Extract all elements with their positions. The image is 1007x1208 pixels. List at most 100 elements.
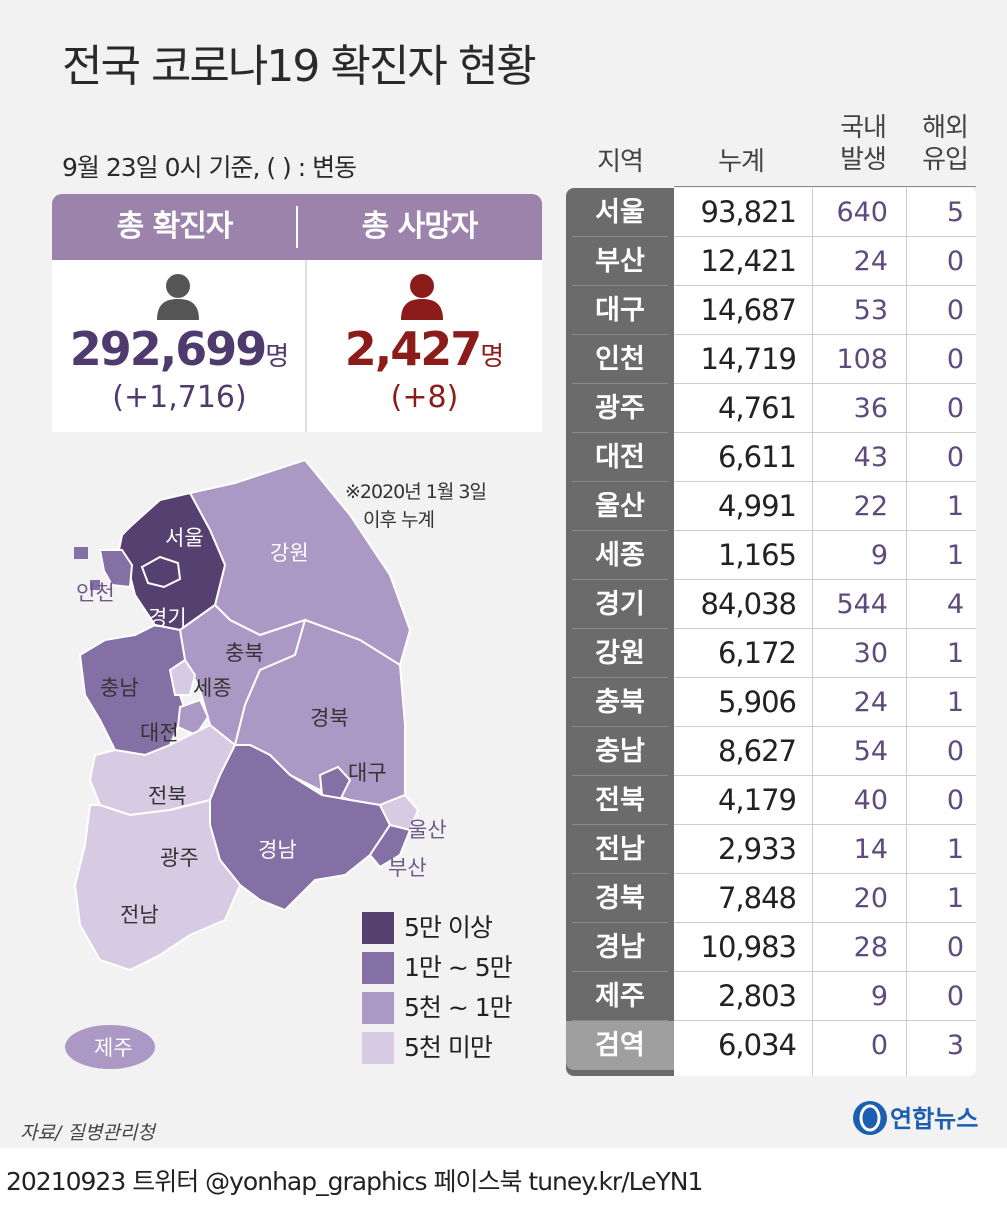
header-divider <box>296 206 298 248</box>
column-divider <box>906 188 907 1076</box>
table-row: 대구 14,687 53 0 <box>566 286 976 335</box>
page-title: 전국 코로나19 확진자 현황 <box>62 41 537 92</box>
region-cell: 전남 <box>595 834 645 865</box>
map-label-jeju: 제주 <box>94 1036 133 1060</box>
row-divider <box>674 677 976 678</box>
deaths-unit: 명 <box>480 342 505 372</box>
row-divider <box>674 285 976 286</box>
map-label-incheon: 인천 <box>76 581 115 605</box>
cumulative-cell: 8,627 <box>717 734 797 768</box>
domestic-cell: 544 <box>836 589 888 620</box>
domestic-cell: 22 <box>853 491 888 522</box>
map-label-ulsan: 울산 <box>408 818 447 842</box>
deaths-change: (+8) <box>390 380 459 415</box>
header-rule <box>674 186 976 187</box>
body-divider <box>305 260 307 432</box>
cumulative-cell: 2,803 <box>717 979 797 1013</box>
table-row: 충남 8,627 54 0 <box>566 727 976 776</box>
region-cell: 울산 <box>595 491 645 522</box>
overseas-cell: 0 <box>946 981 964 1012</box>
legend-label: 5천 ~ 1만 <box>404 993 513 1022</box>
cumulative-cell: 93,821 <box>700 195 797 229</box>
header-cumulative: 누계 <box>718 147 765 177</box>
overseas-cell: 0 <box>946 246 964 277</box>
overseas-cell: 1 <box>946 834 964 865</box>
table-row: 경북 7,848 20 1 <box>566 874 976 923</box>
overseas-cell: 0 <box>946 785 964 816</box>
header-region: 지역 <box>597 147 644 177</box>
overseas-cell: 1 <box>946 883 964 914</box>
domestic-cell: 24 <box>853 246 888 277</box>
cumulative-cell: 4,179 <box>717 783 797 817</box>
table-row: 광주 4,761 36 0 <box>566 384 976 433</box>
map-legend: 5만 이상 1만 ~ 5만 5천 ~ 1만 5천 미만 <box>362 912 562 1072</box>
region-cell: 경북 <box>595 883 645 914</box>
map-island-incheon <box>90 580 100 590</box>
overseas-cell: 3 <box>946 1030 964 1061</box>
domestic-cell: 43 <box>853 442 888 473</box>
domestic-cell: 108 <box>836 344 888 375</box>
row-divider <box>674 236 976 237</box>
totals-body: 292,699명 2,427명 (+1,716) (+8) <box>52 260 542 432</box>
header-overseas-line2: 유입 <box>922 145 969 175</box>
logo-text: 연합뉴스 <box>890 1105 978 1133</box>
row-divider <box>674 481 976 482</box>
region-cell: 광주 <box>595 393 645 424</box>
map-label-seoul: 서울 <box>165 526 204 550</box>
map-label-daejeon: 대전 <box>140 721 179 745</box>
region-divider <box>572 971 668 972</box>
cumulative-cell: 2,933 <box>717 832 797 866</box>
region-divider <box>572 677 668 678</box>
header-domestic-line1: 국내 <box>840 113 887 143</box>
region-cell: 제주 <box>595 981 645 1012</box>
region-cell: 경기 <box>595 589 645 620</box>
cumulative-cell: 6,034 <box>717 1028 797 1062</box>
table-row: 세종 1,165 9 1 <box>566 531 976 580</box>
deaths-total: 2,427명 <box>302 322 547 376</box>
region-divider <box>572 1020 668 1021</box>
domestic-cell: 20 <box>853 883 888 914</box>
yonhap-logo: 연합뉴스 <box>850 1096 990 1140</box>
overseas-cell: 0 <box>946 393 964 424</box>
region-cell: 대전 <box>595 442 645 473</box>
region-divider <box>572 432 668 433</box>
domestic-cell: 54 <box>853 736 888 767</box>
region-cell: 서울 <box>595 197 645 228</box>
map-region-daejeon <box>176 698 210 737</box>
region-divider <box>572 726 668 727</box>
legend-swatch <box>362 912 394 944</box>
legend-label: 5만 이상 <box>404 913 493 942</box>
region-divider <box>572 481 668 482</box>
legend-label: 1만 ~ 5만 <box>404 953 513 982</box>
overseas-cell: 0 <box>946 736 964 767</box>
row-divider <box>674 628 976 629</box>
overseas-cell: 0 <box>946 295 964 326</box>
domestic-cell: 14 <box>853 834 888 865</box>
legend-swatch <box>362 952 394 984</box>
korea-map: 서울 경기 인천 강원 충북 충남 세종 대전 경북 대구 전북 광주 전남 경… <box>65 458 447 1069</box>
domestic-cell: 40 <box>853 785 888 816</box>
domestic-cell: 28 <box>853 932 888 963</box>
region-divider <box>572 922 668 923</box>
confirmed-total: 292,699명 <box>57 322 302 376</box>
row-divider <box>674 922 976 923</box>
overseas-cell: 0 <box>946 344 964 375</box>
region-divider <box>572 383 668 384</box>
overseas-cell: 1 <box>946 687 964 718</box>
table-row: 울산 4,991 22 1 <box>566 482 976 531</box>
region-cell: 경남 <box>595 932 645 963</box>
region-divider <box>572 579 668 580</box>
table-row: 강원 6,172 30 1 <box>566 629 976 678</box>
header-domestic-line2: 발생 <box>840 145 887 175</box>
domestic-cell: 24 <box>853 687 888 718</box>
row-divider <box>674 971 976 972</box>
row-divider <box>674 824 976 825</box>
domestic-cell: 53 <box>853 295 888 326</box>
person-icon-confirmed <box>157 274 199 320</box>
table-row: 부산 12,421 24 0 <box>566 237 976 286</box>
legend-swatch <box>362 992 394 1024</box>
domestic-cell: 0 <box>870 1030 888 1061</box>
row-divider <box>674 530 976 531</box>
map-region-incheon <box>98 549 134 589</box>
map-note-line1: ※2020년 1월 3일 <box>345 481 487 503</box>
